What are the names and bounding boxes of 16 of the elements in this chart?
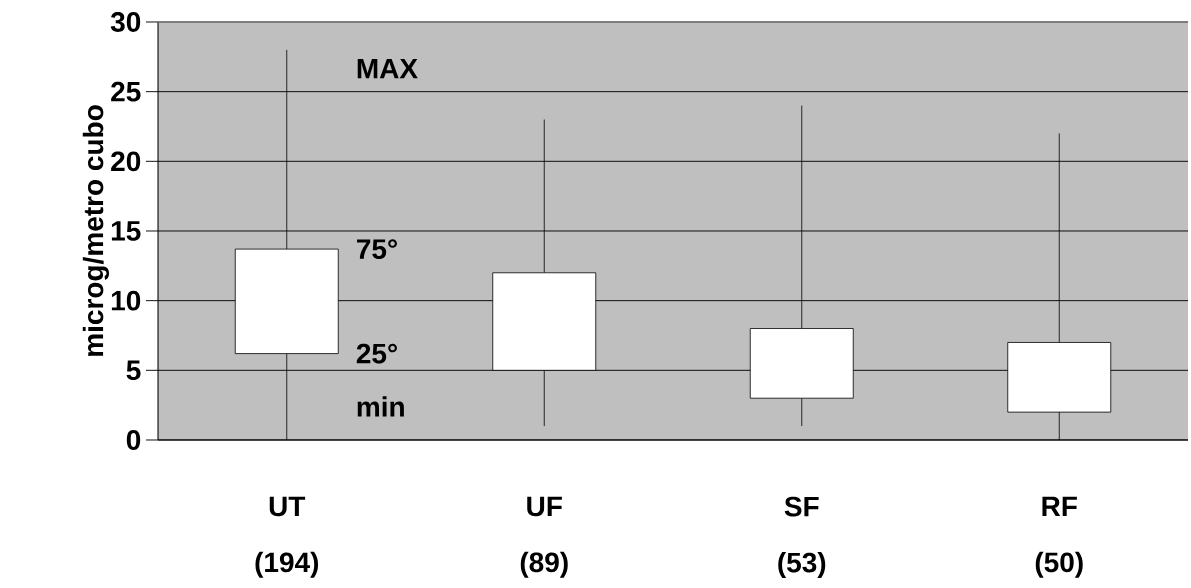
annotation: MAX	[357, 58, 418, 79]
category-label: UF (89)	[520, 496, 568, 578]
y-tick-label: 30	[110, 12, 141, 32]
y-tick-label: 10	[111, 290, 141, 311]
y-tick-label: 5	[126, 360, 141, 381]
y-axis-title: microg/metro cubo	[82, 105, 110, 356]
y-tick-label: 25	[111, 81, 141, 102]
annotation: 25°	[356, 343, 397, 364]
annotation: 75°	[357, 239, 397, 259]
category-label: RF (50)	[1035, 496, 1083, 578]
y-tick-label: 15	[111, 221, 141, 241]
annotation: min	[357, 396, 404, 417]
y-tick-label: 0	[126, 430, 141, 450]
category-label: SF (53)	[778, 496, 826, 579]
category-label: UT (194)	[255, 496, 319, 578]
y-tick-label: 20	[111, 151, 141, 172]
